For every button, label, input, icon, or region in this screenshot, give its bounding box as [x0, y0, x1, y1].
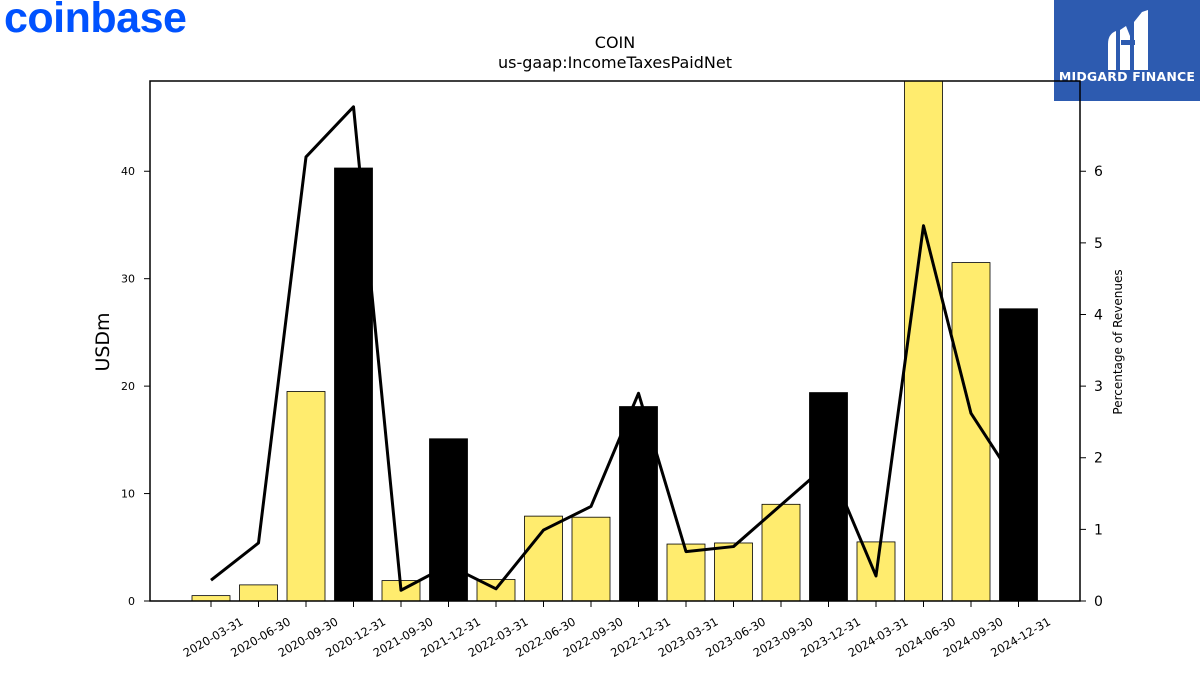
y2-tick-label: 2: [1094, 451, 1103, 467]
bar-2021-12-31: [429, 438, 468, 602]
coinbase-logo: coinbase: [4, 0, 187, 42]
y-axis: 0 10 20 30 40: [121, 165, 150, 608]
bar-2024-12-31: [999, 308, 1038, 602]
bars-layer: [191, 80, 1038, 602]
bar-2020-06-30: [239, 584, 278, 602]
bar-2022-09-30: [571, 516, 611, 602]
line-layer: [210, 105, 1020, 592]
bar-2023-06-30: [714, 542, 753, 602]
y-tick-label: 20: [121, 380, 135, 393]
x-axis: 2020-03-312020-06-302020-09-302020-12-31…: [181, 601, 1053, 660]
revenue-percentage-line: [210, 105, 1020, 592]
plot-frame: [149, 80, 1081, 602]
bar-2020-03-31: [191, 595, 231, 602]
y-tick-label: 40: [121, 165, 135, 178]
bar-2023-09-30: [761, 503, 801, 602]
y2-axis-label: Percentage of Revenues: [1111, 269, 1125, 414]
bar-2024-06-30: [904, 80, 943, 602]
y2-tick-label: 1: [1094, 522, 1103, 538]
midgard-finance-badge: MIDGARD FINANCE: [1054, 0, 1200, 101]
y2-axis: 0 1 2 3 4 5 6: [1080, 164, 1103, 610]
y2-tick-label: 6: [1094, 164, 1103, 180]
bar-2023-03-31: [666, 543, 706, 602]
y-axis-label: USDm: [92, 312, 114, 371]
chart-subtitle: us-gaap:IncomeTaxesPaidNet: [498, 53, 732, 72]
y2-tick-label: 0: [1094, 594, 1103, 610]
y2-tick-label: 3: [1094, 379, 1103, 395]
y-tick-label: 30: [121, 273, 135, 286]
badge-label: MIDGARD FINANCE: [1058, 69, 1196, 84]
y2-tick-label: 4: [1094, 307, 1103, 323]
y2-tick-label: 5: [1094, 236, 1103, 252]
bar-2020-09-30: [286, 391, 326, 602]
y-tick-label: 0: [128, 595, 135, 608]
chart-title: COIN: [595, 33, 635, 52]
y-tick-label: 10: [121, 488, 135, 501]
midgard-logo-icon: [1108, 10, 1148, 70]
